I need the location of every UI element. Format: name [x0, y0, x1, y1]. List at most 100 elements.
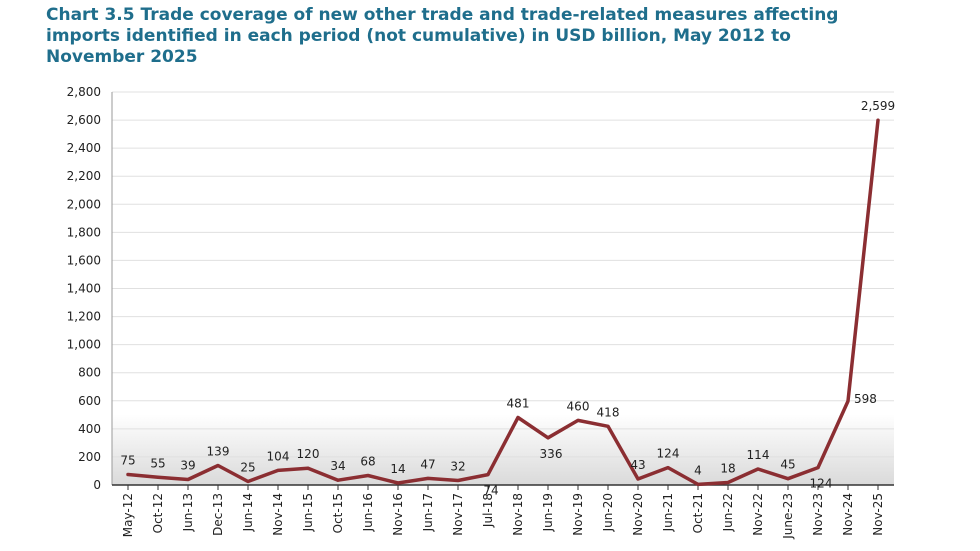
y-tick-label: 1,400 [67, 282, 101, 296]
x-tick-label: Jun-20 [601, 493, 615, 532]
data-label: 460 [567, 399, 590, 413]
x-tick-label: Jun-22 [721, 493, 735, 532]
data-point [426, 476, 430, 480]
data-label: 139 [207, 444, 230, 458]
y-tick-label: 2,200 [67, 169, 101, 183]
data-point [246, 479, 250, 483]
data-label: 124 [657, 447, 680, 461]
x-tick-label: Nov-24 [841, 493, 855, 536]
data-point [396, 481, 400, 485]
x-tick-label: Oct-15 [331, 493, 345, 533]
data-point [756, 467, 760, 471]
data-label: 481 [507, 396, 530, 410]
data-label: 104 [267, 449, 290, 463]
x-tick-label: Nov-16 [391, 493, 405, 536]
x-tick-label: Jun-15 [301, 493, 315, 532]
y-tick-label: 1,800 [67, 225, 101, 239]
x-tick-label: Nov-19 [571, 493, 585, 536]
data-point [336, 478, 340, 482]
data-point [516, 415, 520, 419]
data-point [306, 466, 310, 470]
data-label: 4 [694, 463, 702, 477]
data-point [696, 482, 700, 486]
data-point [216, 463, 220, 467]
y-tick-label: 400 [78, 422, 101, 436]
x-tick-label: Oct-21 [691, 493, 705, 533]
data-point [846, 399, 850, 403]
data-point [186, 478, 190, 482]
data-point [726, 480, 730, 484]
x-tick-label: Jun-21 [661, 493, 675, 532]
data-point [666, 466, 670, 470]
y-axis-ticks: 0 200 400 600 800 1,000 1,200 1,400 1,600 1,800 2,… [67, 85, 101, 492]
data-point [606, 424, 610, 428]
y-tick-label: 1,200 [67, 310, 101, 324]
series-line [126, 118, 880, 487]
data-label: 120 [297, 447, 320, 461]
data-label: 336 [540, 447, 563, 461]
data-point [636, 477, 640, 481]
x-tick-label: Nov-14 [271, 493, 285, 536]
y-tick-label: 0 [93, 478, 101, 492]
gridlines [111, 91, 894, 486]
data-point [546, 436, 550, 440]
data-label: 39 [180, 459, 195, 473]
data-point [366, 473, 370, 477]
data-label: 124 [810, 477, 833, 491]
data-label: 598 [854, 392, 877, 406]
data-label: 25 [240, 460, 255, 474]
data-label: 68 [360, 454, 375, 468]
data-label: 55 [150, 456, 165, 470]
data-label: 32 [450, 460, 465, 474]
y-tick-label: 2,400 [67, 141, 101, 155]
data-label: 14 [390, 462, 405, 476]
y-tick-label: 2,600 [67, 113, 101, 127]
x-tick-label: June-23 [781, 493, 795, 540]
x-tick-label: Oct-12 [151, 493, 165, 533]
x-tick-label: Nov-20 [631, 493, 645, 536]
data-point [156, 475, 160, 479]
x-tick-label: Jun-14 [241, 493, 255, 532]
y-tick-label: 2,000 [67, 197, 101, 211]
x-tick-label: Jun-16 [361, 493, 375, 532]
data-point [456, 479, 460, 483]
chart-title: Chart 3.5 Trade coverage of new other tr… [46, 5, 839, 67]
x-tick-label: Nov-25 [871, 493, 885, 536]
data-label: 43 [630, 458, 645, 472]
x-tick-label: Jul-18 [481, 493, 495, 528]
x-tick-label: Nov-22 [751, 493, 765, 536]
y-tick-label: 600 [78, 394, 101, 408]
y-tick-label: 1,000 [67, 338, 101, 352]
data-label: 2,599 [861, 99, 895, 113]
data-point [876, 118, 880, 122]
y-tick-label: 200 [78, 450, 101, 464]
x-tick-label: Nov-18 [511, 493, 525, 536]
data-point [126, 472, 130, 476]
data-point [576, 418, 580, 422]
x-tick-label: Jun-13 [181, 493, 195, 532]
x-axis-ticks: May-12 Oct-12 Jun-13 Dec-13 Jun-14 Nov-14 Jun-… [121, 485, 885, 540]
data-point [816, 466, 820, 470]
data-label: 47 [420, 457, 435, 471]
data-label: 45 [780, 458, 795, 472]
data-label: 34 [330, 459, 345, 473]
series [126, 118, 880, 487]
x-tick-label: Jun-19 [541, 493, 555, 532]
y-tick-label: 2,800 [67, 85, 101, 99]
y-tick-label: 1,600 [67, 253, 101, 267]
data-point [786, 477, 790, 481]
x-tick-label: Jun-17 [421, 493, 435, 532]
x-tick-label: Dec-13 [211, 493, 225, 536]
data-label: 74 [483, 484, 498, 498]
data-point [276, 468, 280, 472]
data-point [486, 473, 490, 477]
x-tick-label: May-12 [121, 493, 135, 537]
x-tick-label: Nov-23 [811, 493, 825, 536]
data-label: 75 [120, 453, 135, 467]
data-label: 114 [747, 448, 770, 462]
x-tick-label: Nov-17 [451, 493, 465, 536]
data-label: 18 [720, 461, 735, 475]
y-tick-label: 800 [78, 366, 101, 380]
